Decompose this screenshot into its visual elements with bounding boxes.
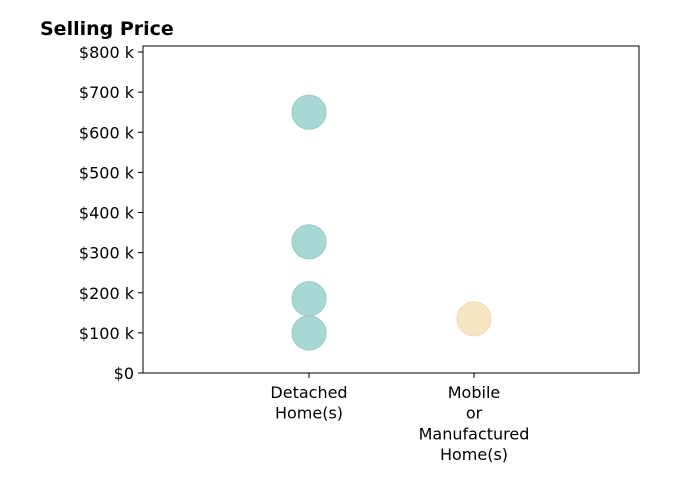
plot-frame [142,45,640,374]
x-tick-label: Detached [270,383,347,402]
y-axis: $0 $100 k $200 k $300 k $400 k $500 k $600 k $7… [79,43,143,383]
y-tick-label: $200 k [79,284,135,303]
y-tick-label: $100 k [79,324,135,343]
y-tick-label: $0 [114,364,134,383]
y-tick-label: $500 k [79,163,135,182]
y-tick-label: $300 k [79,244,135,263]
x-tick-label: Home(s) [275,404,343,423]
data-point [291,281,327,317]
chart-title: Selling Price [40,18,174,40]
y-tick-label: $800 k [79,43,135,62]
data-point [456,301,492,337]
data-point [291,224,327,260]
x-tick-label: Mobile [448,383,500,402]
y-tick-label: $700 k [79,83,135,102]
x-tick-label: or [466,404,483,423]
y-tick-label: $400 k [79,204,135,223]
plot-marks [291,94,492,351]
x-tick-label: Manufactured [419,424,530,443]
y-tick-label: $600 k [79,123,135,142]
x-tick-label: Home(s) [440,445,508,464]
data-point [291,94,327,130]
data-point [291,315,327,351]
